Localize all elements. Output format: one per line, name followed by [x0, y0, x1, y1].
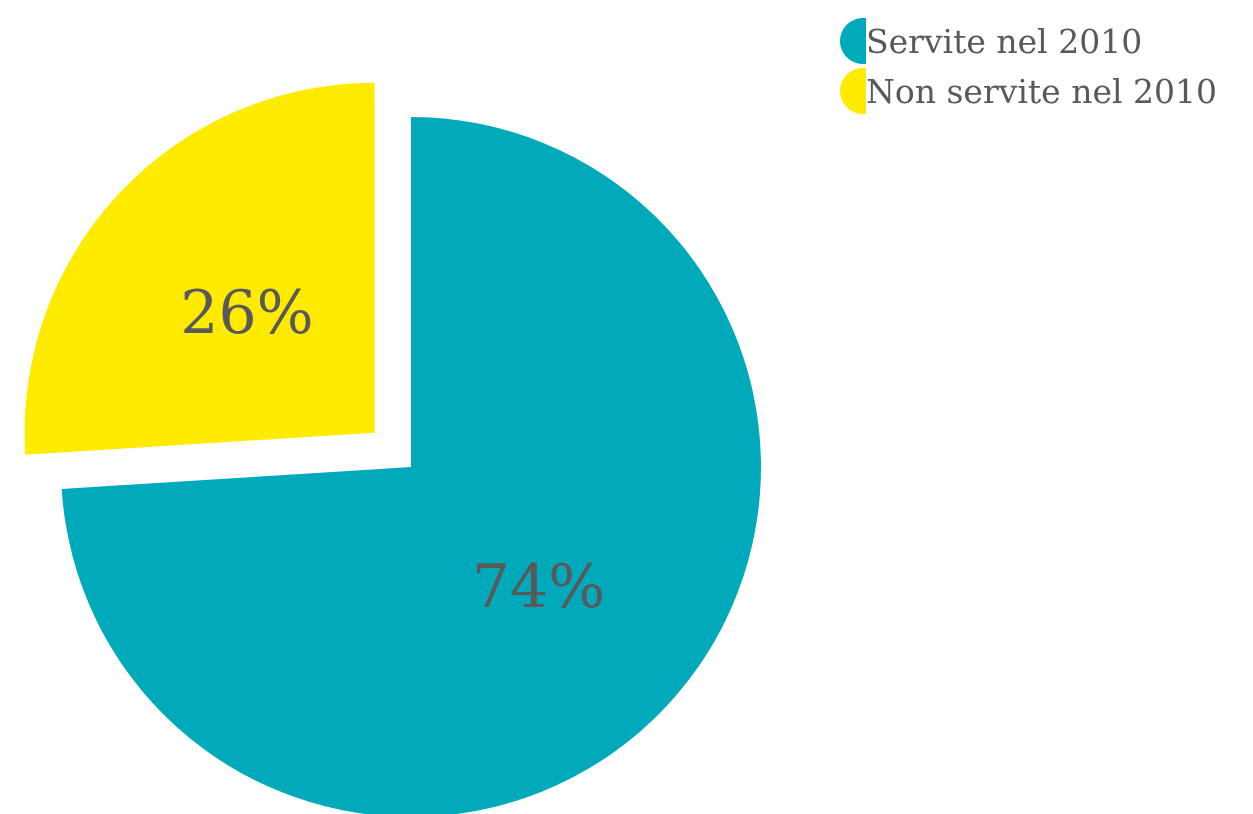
legend-item-not-served: Non servite nel 2010 [840, 66, 1217, 116]
legend-item-served: Servite nel 2010 [840, 16, 1217, 66]
legend-swatch-served [840, 18, 866, 64]
pie-slice-not-served [24, 82, 375, 455]
pie-slice-served [61, 117, 761, 814]
legend-label-not-served: Non servite nel 2010 [866, 71, 1218, 111]
legend-label-served: Servite nel 2010 [866, 21, 1143, 61]
legend-swatch-not-served [840, 68, 866, 114]
slice-label-served: 74% [472, 552, 605, 622]
legend: Servite nel 2010 Non servite nel 2010 [840, 16, 1217, 116]
slice-label-not-served: 26% [180, 278, 313, 348]
